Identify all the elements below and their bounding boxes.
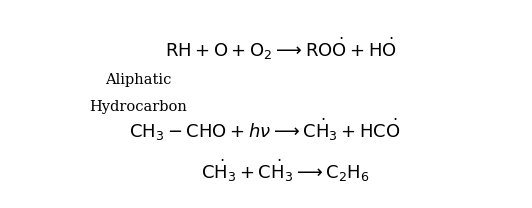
Text: Hydrocarbon: Hydrocarbon bbox=[90, 100, 188, 114]
Text: $\mathrm{RH + O + O_2 \longrightarrow RO\dot{O} + H\dot{O}}$: $\mathrm{RH + O + O_2 \longrightarrow RO… bbox=[165, 36, 397, 62]
Text: $\mathrm{C\dot{H}_3 + C\dot{H}_3 \longrightarrow C_2H_6}$: $\mathrm{C\dot{H}_3 + C\dot{H}_3 \longri… bbox=[201, 158, 369, 184]
Text: $\mathrm{CH_3 - CHO} + h\nu \mathrm{\longrightarrow C\dot{H}_3 + HC\dot{O}}$: $\mathrm{CH_3 - CHO} + h\nu \mathrm{\lon… bbox=[129, 116, 400, 142]
Text: Aliphatic: Aliphatic bbox=[105, 73, 172, 87]
